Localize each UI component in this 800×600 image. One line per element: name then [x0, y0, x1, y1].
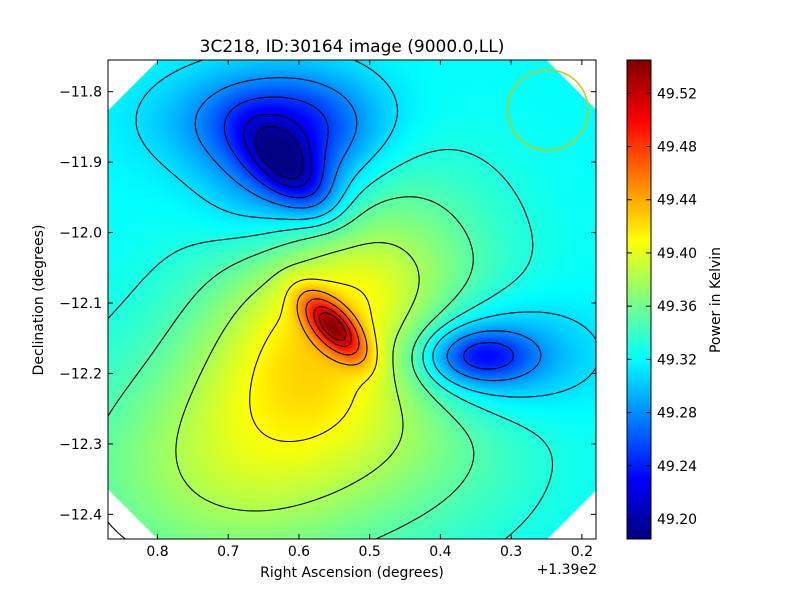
contour-level — [108, 196, 475, 539]
colorbar-tick-label: 49.24 — [657, 459, 697, 475]
colorbar-tick-label: 49.20 — [657, 512, 697, 528]
y-tick-label: −12.3 — [59, 437, 102, 453]
y-tick-label: −12.0 — [59, 226, 102, 242]
y-tick-label: −11.9 — [59, 155, 102, 171]
colorbar-tick-label: 49.28 — [657, 406, 697, 422]
contour-level — [296, 289, 368, 366]
colorbar-tick-label: 49.48 — [657, 139, 697, 155]
contour-level — [194, 77, 542, 382]
x-tick-label: 0.7 — [217, 544, 239, 560]
x-tick-label: 0.5 — [359, 544, 381, 560]
y-tick-label: −12.4 — [59, 507, 102, 523]
contour-level — [108, 148, 554, 539]
x-offset-label: +1.39e2 — [537, 562, 597, 578]
colorbar-label: Power in Kelvin — [708, 247, 724, 353]
contour-level — [223, 96, 515, 370]
x-tick-label: 0.3 — [500, 544, 522, 560]
y-tick-label: −12.2 — [59, 366, 102, 382]
x-tick-label: 0.4 — [429, 544, 451, 560]
contour-lines — [108, 60, 596, 539]
x-tick-label: 0.6 — [288, 544, 310, 560]
x-axis-label: Right Ascension (degrees) — [260, 565, 444, 581]
contour-level — [243, 113, 313, 188]
y-tick-label: −12.1 — [59, 296, 102, 312]
contour-level — [313, 306, 353, 348]
annotation-circle — [506, 68, 589, 152]
x-tick-label: 0.8 — [146, 544, 168, 560]
colorbar-tick-label: 49.36 — [657, 299, 697, 315]
contour-level — [254, 126, 304, 180]
plot-frame — [107, 59, 597, 540]
y-axis-label: Declination (degrees) — [31, 225, 47, 376]
colorbar-tick-label: 49.32 — [657, 352, 697, 368]
x-tick-label: 0.2 — [571, 544, 593, 560]
contour-level — [175, 242, 420, 512]
chart-title: 3C218, ID:30164 image (9000.0,LL) — [200, 37, 505, 57]
colorbar-tick-label: 49.52 — [657, 86, 697, 102]
colorbar-tick-label: 49.44 — [657, 193, 697, 209]
contour-level — [249, 278, 378, 443]
heatmap-image — [108, 60, 596, 539]
contour-level — [305, 298, 360, 356]
contour-level — [135, 60, 596, 398]
colorbar: 49.20 49.24 49.28 49.32 49.36 49.40 49.44 49.48… — [626, 59, 724, 540]
y-tick-label: −11.8 — [59, 85, 102, 101]
colorbar-tick-label: 49.40 — [657, 246, 697, 262]
contour-level — [318, 311, 347, 342]
